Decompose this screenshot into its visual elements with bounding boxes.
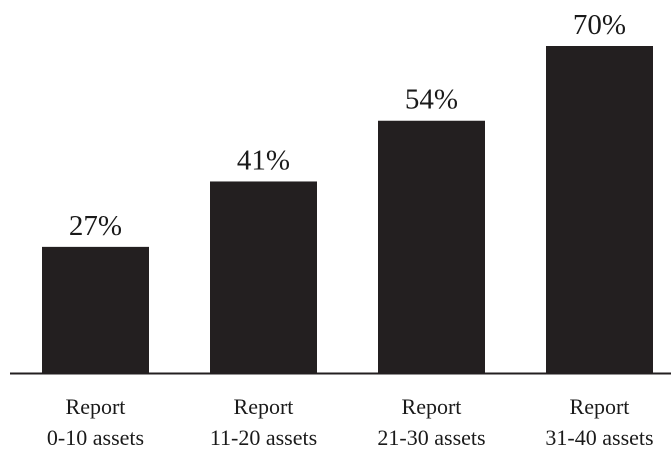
bars-group xyxy=(42,46,653,373)
category-label-3-line-2: 21-30 assets xyxy=(377,425,485,449)
category-label-1-line-1: Report xyxy=(66,394,126,419)
value-label-1: 27% xyxy=(69,210,122,242)
category-label-4-line-2: 31-40 assets xyxy=(545,425,653,449)
value-label-3: 54% xyxy=(405,84,458,116)
category-label-2-line-2: 11-20 assets xyxy=(210,425,317,449)
value-labels-group: 27% 41% 54% 70% xyxy=(69,9,626,242)
value-label-4: 70% xyxy=(573,9,626,41)
bar-4 xyxy=(546,46,653,373)
value-label-2: 41% xyxy=(237,144,290,176)
category-label-4-line-1: Report xyxy=(570,394,630,419)
category-labels-group: Report 0-10 assets Report 11-20 assets Repor… xyxy=(47,394,654,449)
bar-3 xyxy=(378,121,485,373)
category-label-2-line-1: Report xyxy=(234,394,294,419)
bar-1 xyxy=(42,247,149,373)
bar-2 xyxy=(210,181,317,373)
category-label-1-line-2: 0-10 assets xyxy=(47,425,144,449)
category-label-3-line-1: Report xyxy=(402,394,462,419)
